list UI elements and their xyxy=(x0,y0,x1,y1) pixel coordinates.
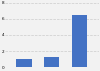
Bar xyxy=(72,15,87,67)
Bar xyxy=(44,57,59,67)
Bar xyxy=(16,59,32,67)
